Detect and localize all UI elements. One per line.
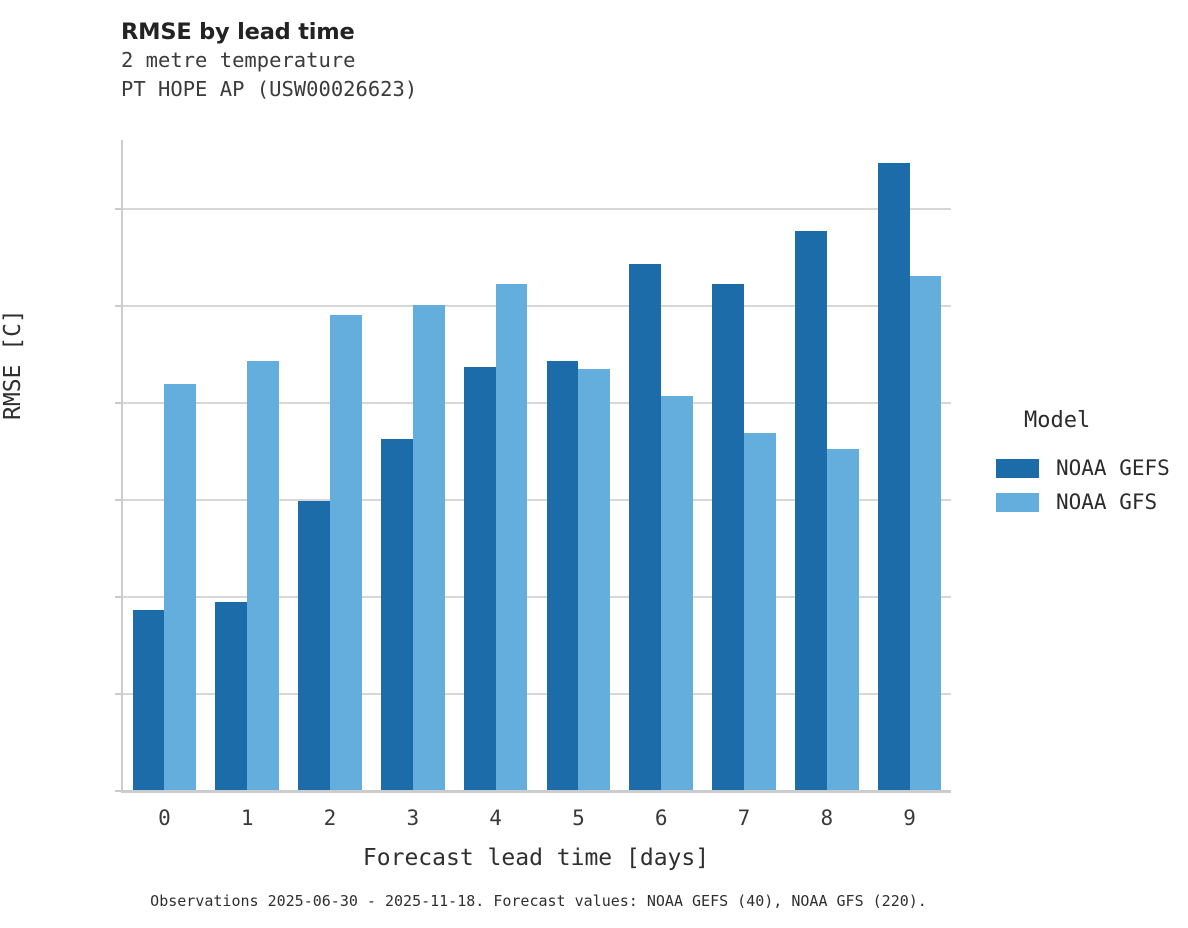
- legend-item[interactable]: NOAA GEFS: [996, 451, 1186, 485]
- bar-noaa-gefs-day-0[interactable]: [132, 609, 165, 790]
- subtitle-variable: 2 metre temperature: [121, 48, 356, 72]
- bar-group: [123, 140, 206, 790]
- bar-noaa-gefs-day-4[interactable]: [463, 367, 496, 790]
- x-tick-label: 4: [489, 806, 502, 830]
- bar-noaa-gefs-day-1[interactable]: [215, 601, 248, 790]
- title-block: RMSE by lead time 2 metre temperature PT…: [121, 18, 881, 104]
- y-tick-mark: [115, 304, 121, 307]
- bar-noaa-gefs-day-5[interactable]: [546, 361, 579, 790]
- y-tick-mark: [115, 692, 121, 695]
- bar-group: [620, 140, 703, 790]
- y-tick-mark: [115, 595, 121, 598]
- bar-noaa-gfs-day-3[interactable]: [412, 304, 445, 790]
- chart-caption: Observations 2025-06-30 - 2025-11-18. Fo…: [150, 892, 927, 910]
- bar-group: [537, 140, 620, 790]
- bar-noaa-gefs-day-6[interactable]: [629, 264, 662, 790]
- page-title: RMSE by lead time: [121, 19, 355, 45]
- bar-noaa-gefs-day-7[interactable]: [712, 283, 744, 790]
- x-tick-label: 9: [903, 806, 916, 830]
- y-tick-mark: [115, 401, 121, 404]
- x-tick-label: 6: [654, 806, 668, 830]
- bar-group: [785, 140, 868, 790]
- bar-group: [206, 140, 289, 790]
- y-tick-mark: [115, 207, 121, 210]
- legend: Model NOAA GEFS NOAA GFS: [996, 408, 1186, 519]
- bar-group: [454, 140, 537, 790]
- bar-noaa-gfs-day-9[interactable]: [909, 275, 942, 790]
- legend-item[interactable]: NOAA GFS: [996, 485, 1186, 519]
- bars-layer: [123, 140, 951, 790]
- legend-label: NOAA GEFS: [1056, 456, 1170, 480]
- gridline: [123, 207, 951, 210]
- bar-group: [289, 140, 372, 790]
- bar-noaa-gfs-day-6[interactable]: [661, 396, 694, 790]
- y-axis-title: RMSE [C]: [0, 309, 26, 420]
- x-axis-spine: [121, 790, 951, 793]
- bar-noaa-gefs-day-3[interactable]: [380, 438, 413, 790]
- bar-noaa-gefs-day-9[interactable]: [877, 163, 910, 790]
- gridline: [123, 692, 951, 695]
- legend-rows: NOAA GEFS NOAA GFS: [996, 451, 1186, 519]
- y-axis-spine: [121, 140, 123, 793]
- bar-group: [868, 140, 951, 790]
- bar-noaa-gefs-day-8[interactable]: [794, 231, 827, 790]
- bar-noaa-gfs-day-8[interactable]: [826, 448, 859, 790]
- bar-noaa-gfs-day-1[interactable]: [247, 361, 280, 790]
- gridline: [123, 498, 951, 501]
- gridline: [123, 304, 951, 307]
- x-tick-label: 0: [158, 806, 171, 830]
- bar-noaa-gfs-day-2[interactable]: [329, 314, 362, 790]
- x-axis-title: Forecast lead time [days]: [362, 845, 710, 871]
- bar-noaa-gfs-day-7[interactable]: [743, 433, 776, 790]
- bar-group: [371, 140, 454, 790]
- x-tick-label: 3: [406, 806, 420, 830]
- x-tick-label: 5: [572, 806, 585, 830]
- legend-swatch-icon: [996, 492, 1039, 512]
- bar-group: [703, 140, 786, 790]
- x-tick-label: 1: [240, 806, 254, 830]
- subtitle-station: PT HOPE AP (USW00026623): [121, 77, 418, 101]
- gridline: [123, 595, 951, 598]
- gridline: [123, 401, 951, 404]
- legend-label: NOAA GFS: [1056, 490, 1158, 514]
- bar-noaa-gefs-day-2[interactable]: [298, 500, 330, 790]
- y-tick-mark: [115, 790, 121, 792]
- bar-noaa-gfs-day-5[interactable]: [578, 368, 611, 790]
- bar-noaa-gfs-day-0[interactable]: [164, 384, 197, 790]
- x-tick-label: 2: [323, 806, 337, 830]
- x-tick-label: 7: [737, 806, 751, 830]
- legend-title: Model: [1024, 408, 1091, 433]
- bar-noaa-gfs-day-4[interactable]: [495, 283, 528, 790]
- x-tick-label: 8: [820, 806, 834, 830]
- plot-area: [115, 140, 951, 793]
- y-tick-mark: [115, 498, 121, 501]
- legend-swatch-icon: [996, 458, 1039, 478]
